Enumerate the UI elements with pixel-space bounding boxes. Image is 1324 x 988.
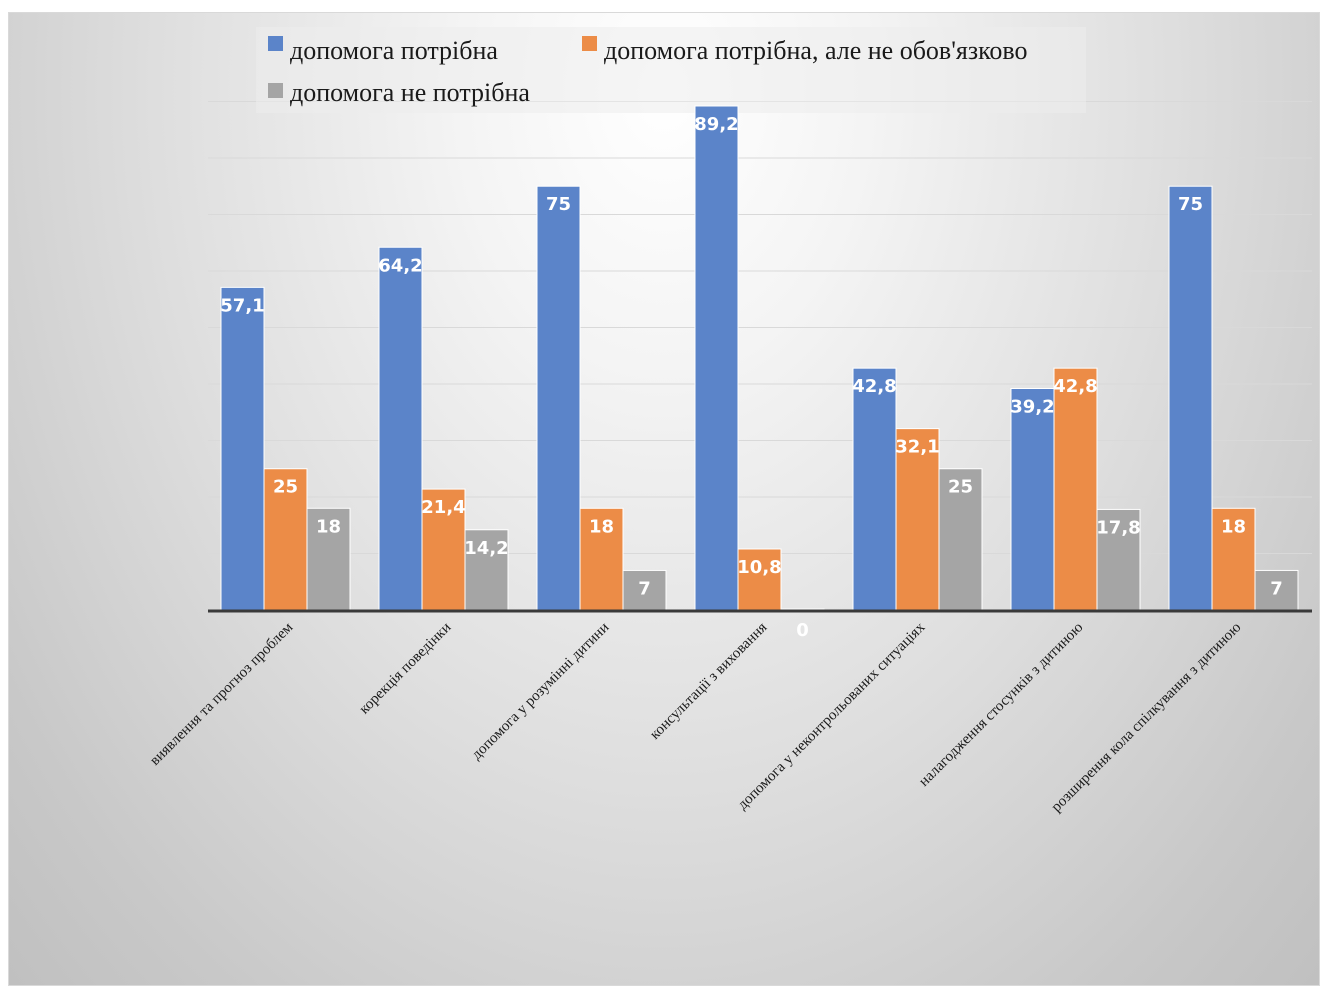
data-label: 18 <box>589 516 614 537</box>
data-label: 17,8 <box>1096 517 1140 538</box>
bar <box>622 569 667 611</box>
data-label: 7 <box>1270 578 1283 599</box>
category-tick-label: налагодження стосунків з дитиною <box>916 620 1086 790</box>
legend-swatch <box>268 83 283 98</box>
legend-entry: допомога потрібна <box>290 36 498 65</box>
data-label: 18 <box>316 516 341 537</box>
bar <box>1053 367 1098 611</box>
data-label: 89,2 <box>694 114 738 135</box>
category-tick-label: допомога у розумінні дитини <box>469 620 613 764</box>
bar <box>306 507 351 611</box>
category-tick-label: допомога у неконтрольованих ситуаціях <box>735 619 929 813</box>
legend: допомога потрібна допомога потрібна, але … <box>256 27 1086 113</box>
category-tick-label: консультації з виховання <box>647 619 770 742</box>
data-label: 21,4 <box>421 497 465 518</box>
data-label: 14,2 <box>464 538 508 559</box>
category-labels: виявлення та прогноз проблем корекція пов… <box>147 619 1244 815</box>
data-label: 7 <box>638 578 651 599</box>
bar <box>694 105 739 611</box>
bar <box>378 246 423 611</box>
category-tick-label: виявлення та прогноз проблем <box>147 619 297 769</box>
bars <box>220 105 1299 611</box>
bar <box>464 529 509 611</box>
bar <box>579 507 624 611</box>
legend-entry: допомога не потрібна <box>290 78 530 107</box>
category-tick-label: корекція поведінки <box>356 620 454 718</box>
data-label: 42,8 <box>1053 376 1097 397</box>
legend-entry: допомога потрібна, але не обов'язково <box>604 36 1028 65</box>
data-label: 42,8 <box>852 376 896 397</box>
bar <box>536 185 581 611</box>
data-label: 18 <box>1221 516 1246 537</box>
data-label: 39,2 <box>1010 397 1054 418</box>
data-label: 0 <box>796 620 809 641</box>
gridlines <box>208 100 1312 554</box>
bar <box>737 548 782 611</box>
data-label: 25 <box>948 477 973 498</box>
bar <box>1211 507 1256 611</box>
data-label: 32,1 <box>895 437 939 458</box>
data-label: 64,2 <box>378 255 422 276</box>
legend-swatch <box>268 36 283 51</box>
legend-background <box>256 27 1086 113</box>
category-tick-label: розширення кола спілкування з дитиною <box>1049 620 1245 816</box>
data-label: 75 <box>1178 194 1203 215</box>
data-label: 75 <box>546 194 571 215</box>
bar <box>1096 508 1141 611</box>
bar <box>1168 185 1213 611</box>
data-label: 25 <box>273 477 298 498</box>
bar <box>263 468 308 611</box>
data-labels: 57,1 25 18 64,2 21,4 14,2 75 18 7 89,2 10,8 0 42,8 32… <box>220 114 1282 641</box>
legend-swatch <box>582 36 597 51</box>
data-label: 10,8 <box>737 557 781 578</box>
bar <box>1010 388 1055 611</box>
bar <box>852 367 897 611</box>
bar <box>938 468 983 611</box>
bar <box>220 286 265 611</box>
bar <box>895 428 940 611</box>
data-label: 57,1 <box>220 295 264 316</box>
